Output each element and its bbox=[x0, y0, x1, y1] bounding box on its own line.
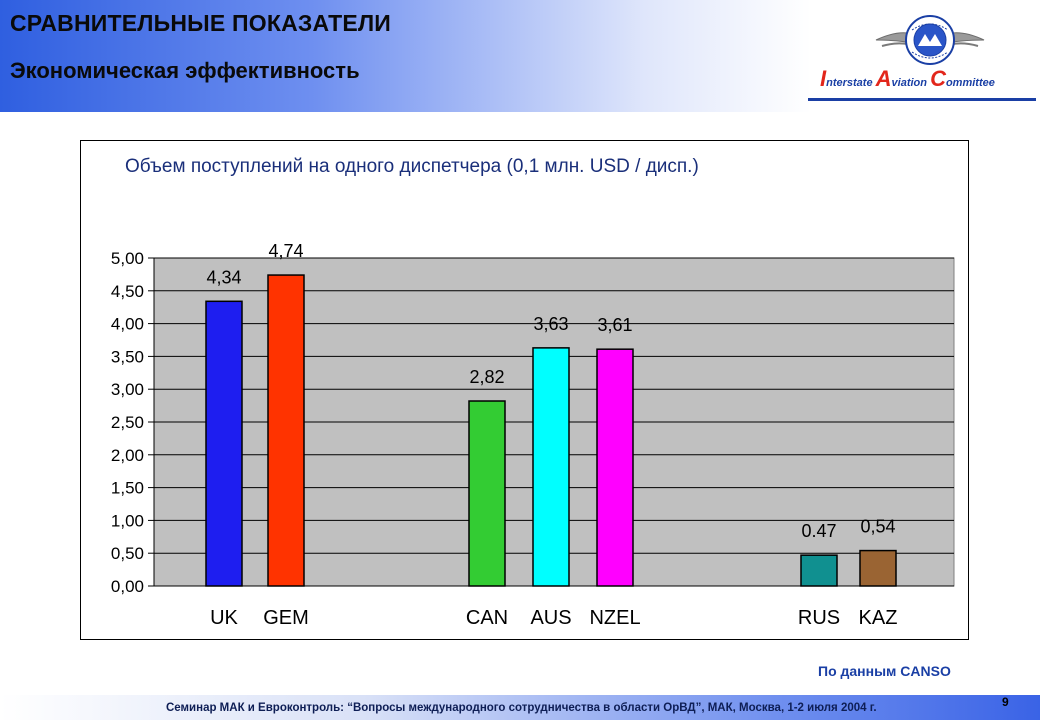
iac-logo bbox=[875, 15, 985, 65]
data-label: 4,74 bbox=[268, 241, 303, 261]
y-tick-label: 3,50 bbox=[111, 347, 144, 366]
x-tick-label: NZEL bbox=[589, 607, 640, 629]
page-number: 9 bbox=[1002, 695, 1009, 709]
bar-nzel bbox=[596, 348, 634, 587]
bar-can bbox=[468, 400, 506, 587]
y-tick-label: 3,00 bbox=[111, 380, 144, 399]
footer-text: Семинар МАК и Евроконтроль: “Вопросы меж… bbox=[166, 702, 877, 714]
org-word-committee: ommittee bbox=[945, 77, 995, 89]
bar-aus bbox=[532, 347, 570, 587]
bar-kaz bbox=[859, 549, 897, 587]
org-word-aviation: viation bbox=[891, 77, 931, 89]
source-note: По данным CANSO bbox=[818, 663, 951, 679]
data-label: 3,63 bbox=[533, 314, 568, 334]
x-tick-label: RUS bbox=[798, 607, 840, 629]
y-tick-label: 1,00 bbox=[111, 511, 144, 530]
header-rule bbox=[808, 98, 1036, 101]
y-tick-label: 2,50 bbox=[111, 413, 144, 432]
bar-chart: Объем поступлений на одного диспетчера (… bbox=[111, 156, 955, 629]
x-tick-label: AUS bbox=[530, 607, 571, 629]
org-initial-a: A bbox=[875, 66, 892, 91]
org-initial-c: C bbox=[930, 66, 946, 91]
y-tick-label: 4,00 bbox=[111, 315, 144, 334]
slide-subtitle: Экономическая эффективность bbox=[10, 58, 360, 83]
header-bar bbox=[0, 0, 1040, 112]
y-tick-label: 1,50 bbox=[111, 479, 144, 498]
footer-bar bbox=[0, 695, 1040, 720]
bar-uk bbox=[205, 300, 243, 587]
x-tick-label: CAN bbox=[466, 607, 508, 629]
y-tick-label: 2,00 bbox=[111, 446, 144, 465]
data-label: 4,34 bbox=[206, 267, 241, 287]
x-tick-label: UK bbox=[210, 607, 238, 629]
org-initial-i: I bbox=[820, 66, 827, 91]
bar-gem bbox=[267, 274, 305, 587]
data-label: 0.47 bbox=[801, 521, 836, 541]
x-tick-label: KAZ bbox=[859, 607, 898, 629]
org-word-interstate: nterstate bbox=[826, 77, 876, 89]
y-tick-label: 4,50 bbox=[111, 282, 144, 301]
data-label: 0,54 bbox=[860, 517, 895, 537]
slide-title: СРАВНИТЕЛЬНЫЕ ПОКАЗАТЕЛИ bbox=[10, 10, 392, 36]
data-label: 2,82 bbox=[469, 367, 504, 387]
y-tick-label: 5,00 bbox=[111, 249, 144, 268]
data-label: 3,61 bbox=[597, 315, 632, 335]
org-name: Interstate Aviation Committee bbox=[820, 66, 995, 92]
chart-frame: Объем поступлений на одного диспетчера (… bbox=[80, 140, 969, 640]
bar-rus bbox=[800, 554, 838, 587]
x-tick-label: GEM bbox=[263, 607, 309, 629]
y-tick-label: 0,50 bbox=[111, 544, 144, 563]
y-tick-label: 0,00 bbox=[111, 577, 144, 596]
chart-title: Объем поступлений на одного диспетчера (… bbox=[125, 156, 699, 177]
